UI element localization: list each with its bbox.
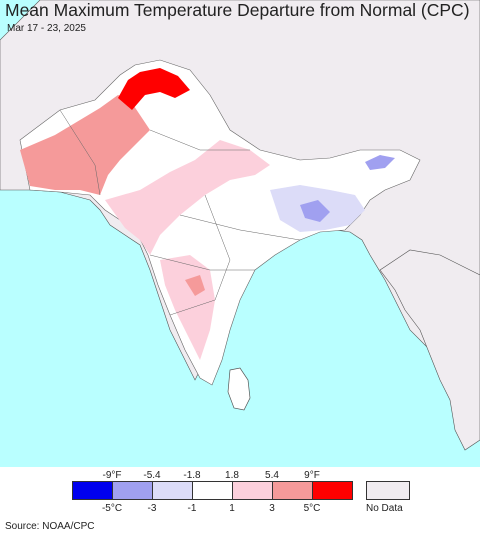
boundary-lines [59,109,301,316]
legend-swatch [272,481,313,500]
legend-f-tick: -9°F [102,470,122,481]
legend-f-tick: 1.8 [225,470,239,481]
region-warm-south [185,275,205,296]
legend-swatch [312,481,353,500]
legend-swatch [72,481,113,500]
legend-c-tick: 3 [269,503,275,514]
legend-swatch [192,481,233,500]
region-cool-northeast [365,155,395,170]
legend-no-data-swatch [366,481,410,500]
land-southeast [379,249,480,451]
legend-f-tick: 5.4 [265,470,279,481]
region-hot-north [118,68,190,110]
legend-swatch [112,481,153,500]
region-cool-east [300,200,330,222]
date-range: Mar 17 - 23, 2025 [7,23,86,34]
legend-no-data-label: No Data [366,503,403,514]
legend-c-tick: -5°C [101,503,123,514]
legend-f-tick: -5.4 [143,470,161,481]
temperature-departure-map [0,0,480,467]
sri-lanka [227,367,251,411]
legend-swatch [152,481,193,500]
legend-c-tick: -3 [147,503,157,514]
legend-swatch [232,481,273,500]
legend-c-tick: -1 [187,503,197,514]
region-mild-warm [105,140,270,255]
legend-f-tick: -1.8 [183,470,201,481]
legend-c-tick: 1 [229,503,235,514]
map-title: Mean Maximum Temperature Departure from … [5,0,470,20]
region-warm-west [20,95,150,195]
source-credit: Source: NOAA/CPC [5,521,95,532]
legend-c-tick: 5°C [303,503,321,514]
legend-f-tick: 9°F [304,470,320,481]
